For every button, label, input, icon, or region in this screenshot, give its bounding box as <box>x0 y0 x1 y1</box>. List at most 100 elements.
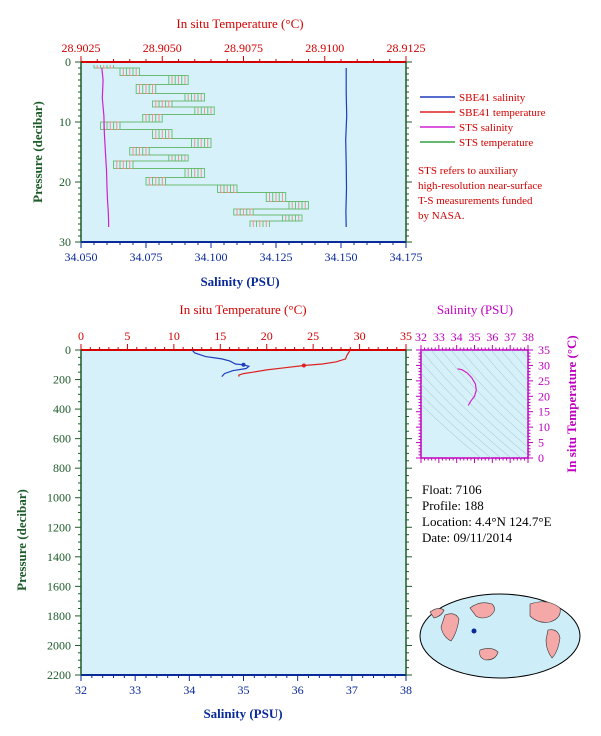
ts-temp-axis-title: In situ Temperature (°C) <box>564 335 579 473</box>
ts-temp-tick-label: 5 <box>538 436 544 450</box>
ts-temp-tick-label: 20 <box>538 389 550 403</box>
profile-date: Date: 09/11/2014 <box>422 530 513 545</box>
ts-sal-tick-label: 35 <box>469 330 481 344</box>
bottom-temp-tick-label: 20 <box>261 329 273 343</box>
ts-curve <box>457 368 477 406</box>
top-data-marks <box>93 65 348 228</box>
bottom-data-marks <box>191 349 351 378</box>
ts-temp-tick-label: 0 <box>538 451 544 465</box>
bottom-pressure-tick-label: 1200 <box>47 520 71 534</box>
map-float-marker <box>471 628 477 634</box>
bottom-pressure-axis-title: Pressure (decibar) <box>14 489 29 591</box>
float-info: Float: 7106 Profile: 188 Location: 4.4°N… <box>422 482 552 545</box>
sts-note: STS refers to auxiliary high-resolution … <box>418 165 542 222</box>
map-land-south-america <box>545 629 561 659</box>
ts-contour <box>430 350 528 448</box>
ts-contour <box>520 350 528 359</box>
bottom-axis-ticks: 0 5 10 15 20 25 30 35 32 33 34 35 36 37 38 0 200 400 600 80… <box>47 329 412 697</box>
bottom-pressure-tick-label: 2200 <box>47 668 71 682</box>
bottom-temp-tick-label: 25 <box>307 329 319 343</box>
ts-temp-tick-label: 15 <box>538 405 550 419</box>
bottom-sal-tick-label: 32 <box>75 683 87 697</box>
bottom-pressure-tick-label: 1800 <box>47 609 71 623</box>
top-pressure-tick-label: 10 <box>59 115 71 129</box>
ts-contour <box>500 350 528 382</box>
bottom-sal-axis-title: Salinity (PSU) <box>203 706 282 721</box>
ts-sal-tick-label: 33 <box>433 330 445 344</box>
top-sal-tick-label: 34.150 <box>325 250 358 264</box>
ts-contour <box>450 350 528 431</box>
profile-number: Profile: 188 <box>422 498 484 513</box>
top-sal-tick-label: 34.100 <box>195 250 228 264</box>
top-temp-tick-label: 28.9125 <box>387 41 426 55</box>
bottom-sal-tick-label: 35 <box>238 683 250 697</box>
sts-note-line-1: STS refers to auxiliary <box>418 165 518 177</box>
top-temp-tick-label: 28.9050 <box>143 41 182 55</box>
ts-temp-tick-label: 25 <box>538 374 550 388</box>
top-sal-tick-label: 34.050 <box>65 250 98 264</box>
bottom-plot-area <box>81 350 406 675</box>
top-sal-tick-label: 34.075 <box>130 250 163 264</box>
bottom-salinity-marker <box>241 362 246 367</box>
ts-contour <box>440 350 528 439</box>
ts-density-contours <box>421 350 528 458</box>
map-land-north-america <box>529 601 561 623</box>
top-pressure-tick-label: 30 <box>59 235 71 249</box>
top-legend: SBE41 salinity SBE41 temperature STS sal… <box>420 92 546 149</box>
ts-contour <box>421 404 482 458</box>
top-temp-tick-label: 28.9100 <box>305 41 344 55</box>
bottom-temp-tick-label: 5 <box>124 329 130 343</box>
legend-label-sts-temperature: STS temperature <box>459 137 533 149</box>
sts-note-line-3: T-S measurements funded <box>418 195 533 207</box>
ts-contour <box>421 372 512 458</box>
bottom-temp-tick-label: 30 <box>354 329 366 343</box>
ts-contour <box>421 383 502 458</box>
top-axis-ticks: 28.9025 28.9050 28.9075 28.9100 28.9125 34.05… <box>59 41 426 264</box>
ts-data-marks <box>457 368 477 406</box>
sts-temperature-line <box>113 65 309 227</box>
top-panel: 28.9025 28.9050 28.9075 28.9100 28.9125 34.05… <box>30 16 546 289</box>
bottom-salinity-line <box>191 349 251 378</box>
top-sal-tick-label: 34.175 <box>390 250 423 264</box>
map-land-africa <box>440 613 460 642</box>
bottom-pressure-tick-label: 1000 <box>47 491 71 505</box>
ts-contour <box>480 350 528 402</box>
bottom-sal-tick-label: 34 <box>183 683 195 697</box>
ts-contour <box>421 394 492 458</box>
bottom-temp-tick-label: 0 <box>78 329 84 343</box>
bottom-temperature-marker <box>301 363 306 368</box>
bottom-sal-tick-label: 33 <box>129 683 141 697</box>
bottom-sal-tick-label: 38 <box>400 683 412 697</box>
bottom-pressure-tick-label: 1400 <box>47 550 71 564</box>
map-land-australia <box>479 648 499 661</box>
world-map <box>419 593 581 679</box>
ts-contour <box>460 350 528 422</box>
legend-label-sbe41-salinity: SBE41 salinity <box>459 92 526 104</box>
bottom-pressure-tick-label: 400 <box>53 402 71 416</box>
sbe41-salinity-line <box>345 68 348 228</box>
bottom-temp-tick-label: 35 <box>400 329 412 343</box>
top-temp-axis-title: In situ Temperature (°C) <box>176 16 303 31</box>
top-sal-tick-label: 34.125 <box>260 250 293 264</box>
sts-note-line-4: by NASA. <box>418 210 465 222</box>
bottom-pressure-tick-label: 200 <box>53 373 71 387</box>
ts-contour <box>421 361 522 458</box>
bottom-sal-tick-label: 37 <box>346 683 358 697</box>
ts-temp-tick-label: 10 <box>538 420 550 434</box>
top-pressure-tick-label: 20 <box>59 175 71 189</box>
ts-sal-tick-label: 37 <box>504 330 516 344</box>
top-temp-tick-label: 28.9075 <box>224 41 263 55</box>
ts-contour <box>421 350 528 456</box>
float-location: Location: 4.4°N 124.7°E <box>422 514 552 529</box>
map-land-asia <box>469 602 495 619</box>
bottom-pressure-tick-label: 800 <box>53 461 71 475</box>
bottom-sal-tick-label: 36 <box>292 683 304 697</box>
map-land-europe <box>429 608 445 619</box>
ts-sal-axis-title: Salinity (PSU) <box>437 302 513 317</box>
ts-sal-tick-label: 36 <box>486 330 498 344</box>
legend-label-sbe41-temperature: SBE41 temperature <box>459 107 546 119</box>
ts-temp-tick-label: 30 <box>538 358 550 372</box>
